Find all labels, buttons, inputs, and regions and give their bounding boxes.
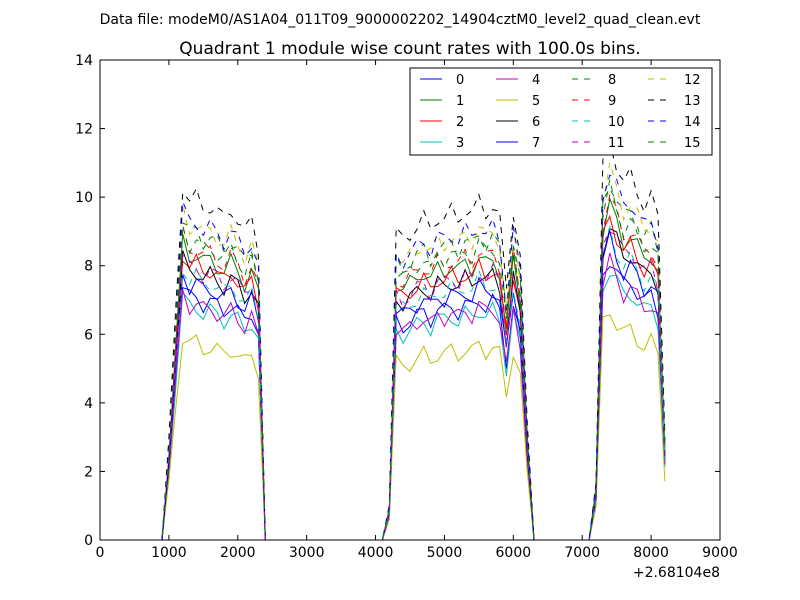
y-tick-label: 2 [84,464,93,480]
x-tick-label: 2000 [220,545,256,561]
series-line-4 [106,252,666,540]
series-line-0 [106,265,666,540]
legend-label-8: 8 [608,73,616,88]
legend-label-11: 11 [608,136,625,151]
legend-label-12: 12 [684,73,701,88]
legend-label-13: 13 [684,94,701,109]
chart-suptitle: Data file: modeM0/AS1A04_011T09_90000022… [100,12,701,28]
legend-label-9: 9 [608,94,616,109]
series-line-11 [106,231,666,540]
legend-label-5: 5 [532,94,540,109]
y-tick-label: 4 [84,396,93,412]
x-tick-label: 0 [96,545,105,561]
plot-frame [99,59,721,541]
x-tick-label: 6000 [496,545,532,561]
legend-label-6: 6 [532,115,540,130]
y-tick-label: 12 [75,122,93,138]
series-line-8 [106,187,666,540]
series-line-7 [106,230,666,540]
legend-label-0: 0 [456,73,464,88]
legend-label-14: 14 [684,115,701,130]
y-tick-label: 8 [84,259,93,275]
legend-box [409,67,713,156]
series-line-14 [106,174,666,540]
x-tick-label: 8000 [633,545,669,561]
series-line-9 [106,193,666,540]
legend-label-4: 4 [532,73,540,88]
series-line-3 [106,274,666,540]
series-line-5 [106,314,666,540]
legend-label-1: 1 [456,94,464,109]
y-tick-label: 0 [84,533,93,549]
series-line-6 [106,227,666,540]
x-tick-label: 5000 [427,545,463,561]
x-tick-label: 1000 [151,545,187,561]
legend-label-15: 15 [684,136,701,151]
legend-label-2: 2 [456,115,464,130]
x-tick-label: 3000 [289,545,325,561]
series-line-10 [106,225,666,540]
x-tick-label: 4000 [358,545,394,561]
x-tick-label: 9000 [702,545,738,561]
legend-label-10: 10 [608,115,625,130]
legend-label-7: 7 [532,136,540,151]
x-tick-label: 7000 [564,545,600,561]
chart-title: Quadrant 1 module wise count rates with … [179,39,640,59]
x-offset-label: +2.68104e8 [633,565,720,581]
x-axis: 0 1000 2000 3000 4000 5000 6000 7000 8000 9000 [96,60,738,561]
series-line-2 [106,214,666,540]
y-tick-label: 10 [75,190,93,206]
series-line-15 [106,179,666,540]
legend-label-3: 3 [456,136,464,151]
y-tick-label: 14 [75,53,93,69]
series-line-13 [106,139,666,540]
y-tick-label: 6 [84,327,93,343]
plot-area [106,139,666,540]
